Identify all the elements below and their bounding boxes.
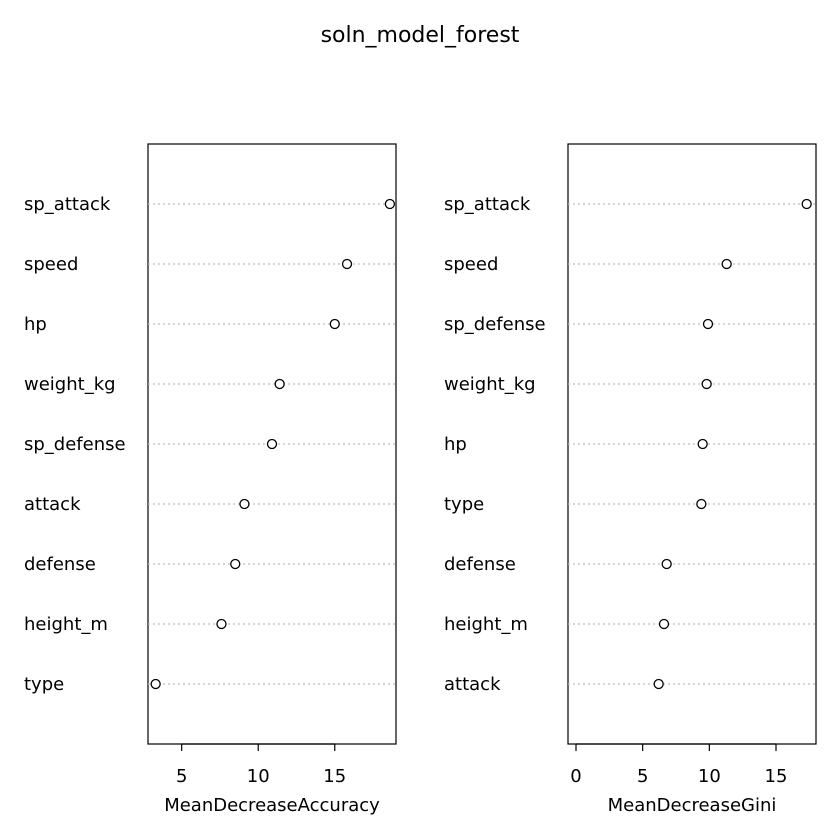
data-point bbox=[801, 198, 812, 210]
category-label: attack bbox=[24, 494, 81, 515]
category-label: height_m bbox=[444, 614, 528, 635]
category-label: type bbox=[24, 674, 64, 695]
data-point bbox=[696, 498, 707, 510]
x-tick-label: 5 bbox=[176, 766, 187, 787]
x-tick-label: 15 bbox=[323, 766, 346, 787]
x-tick-label: 10 bbox=[247, 766, 270, 787]
data-point bbox=[661, 558, 672, 570]
category-label: speed bbox=[444, 254, 498, 275]
category-label: defense bbox=[24, 554, 96, 575]
data-point bbox=[721, 258, 732, 270]
x-axis-label: MeanDecreaseGini bbox=[608, 795, 777, 816]
x-tick-label: 5 bbox=[637, 766, 648, 787]
category-label: sp_attack bbox=[24, 194, 111, 215]
category-label: weight_kg bbox=[444, 374, 536, 395]
category-label: speed bbox=[24, 254, 78, 275]
category-label: sp_defense bbox=[444, 314, 546, 335]
data-point bbox=[658, 618, 670, 630]
x-tick-label: 0 bbox=[570, 766, 581, 787]
category-label: hp bbox=[444, 434, 467, 455]
data-point bbox=[266, 438, 278, 450]
category-label: hp bbox=[24, 314, 47, 335]
data-point bbox=[702, 318, 714, 330]
x-tick-label: 15 bbox=[765, 766, 788, 787]
data-point bbox=[329, 318, 340, 330]
category-label: sp_attack bbox=[444, 194, 531, 215]
data-point bbox=[239, 498, 250, 510]
data-point bbox=[697, 438, 708, 450]
category-label: height_m bbox=[24, 614, 108, 635]
chart-title: soln_model_forest bbox=[321, 23, 520, 48]
data-point bbox=[701, 378, 712, 390]
data-point bbox=[230, 558, 241, 570]
data-point bbox=[653, 678, 664, 690]
data-point bbox=[150, 678, 161, 690]
category-label: sp_defense bbox=[24, 434, 126, 455]
category-label: weight_kg bbox=[24, 374, 116, 395]
data-point bbox=[274, 378, 285, 390]
data-point bbox=[341, 258, 353, 270]
category-label: type bbox=[444, 494, 484, 515]
x-axis-label: MeanDecreaseAccuracy bbox=[164, 795, 380, 816]
category-label: attack bbox=[444, 674, 501, 695]
x-tick-label: 10 bbox=[698, 766, 721, 787]
data-point bbox=[384, 198, 396, 210]
category-label: defense bbox=[444, 554, 516, 575]
data-point bbox=[216, 618, 227, 630]
